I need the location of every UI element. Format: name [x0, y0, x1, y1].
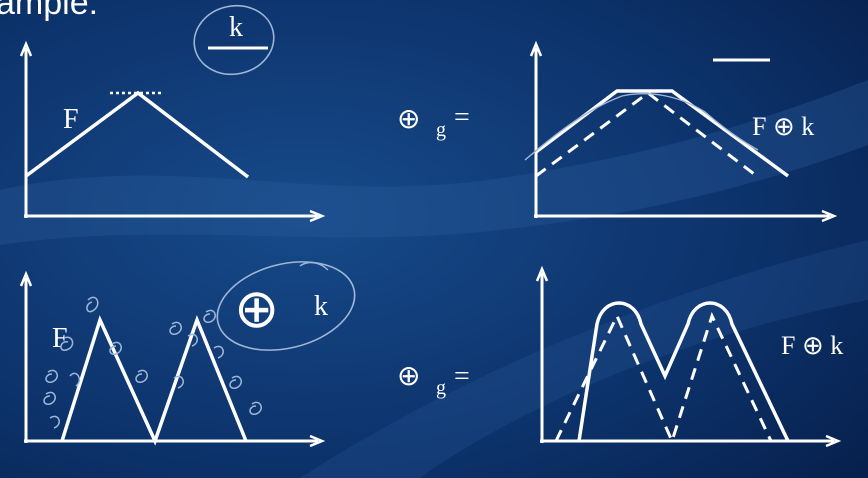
top-input-x-arrow	[309, 209, 326, 223]
bottom-input-x-arrow	[309, 434, 326, 448]
top-result-graph	[524, 40, 838, 223]
bottom-operator: ⊕ g =	[397, 361, 470, 399]
background-swoosh	[0, 80, 868, 245]
top-input-graph	[19, 40, 326, 223]
top-result-original-dashed	[535, 91, 759, 179]
bottom-operator-symbol: ⊕	[397, 361, 420, 392]
top-result-hand-sketch	[524, 93, 759, 161]
top-result-y-arrow	[529, 40, 543, 57]
bottom-kernel-tail	[299, 261, 329, 271]
top-result-x-arrow	[821, 209, 838, 223]
top-input-label: F	[63, 104, 79, 135]
top-kernel-circle	[193, 4, 275, 76]
bottom-operator-subscript: g	[436, 377, 446, 399]
bottom-result-y-arrow	[535, 265, 549, 282]
top-operator-subscript: g	[436, 119, 446, 141]
top-input-signal	[24, 90, 250, 179]
bottom-result-label: F ⊕ k	[781, 331, 843, 360]
bottom-operator-equals: =	[454, 361, 470, 392]
slide-title-fragment: ample:	[0, 0, 98, 22]
bottom-input-signal	[60, 315, 248, 446]
top-operator-symbol: ⊕	[397, 104, 420, 135]
bottom-input-hand-sketch	[43, 296, 262, 429]
top-result-label: F ⊕ k	[752, 112, 814, 141]
bottom-result-dilated	[577, 301, 790, 442]
top-input-y-arrow	[19, 40, 33, 57]
top-operator: ⊕ g =	[397, 102, 470, 141]
bottom-result-x-arrow	[825, 434, 842, 448]
top-kernel-label: k	[229, 12, 243, 43]
bottom-input-y-arrow	[19, 270, 33, 287]
bottom-kernel-label: k	[314, 291, 328, 322]
top-operator-equals: =	[454, 102, 470, 133]
bottom-kernel: ⊕ k	[216, 261, 356, 351]
bottom-result-graph	[535, 265, 842, 448]
bottom-kernel-operator: ⊕	[234, 279, 279, 339]
bottom-kernel-circle	[216, 261, 356, 351]
top-result-dilated	[534, 89, 790, 178]
bottom-input-label: F	[52, 323, 68, 354]
top-kernel: k	[193, 4, 275, 76]
background-swoosh-lower	[300, 240, 868, 478]
bottom-input-graph	[19, 270, 326, 448]
